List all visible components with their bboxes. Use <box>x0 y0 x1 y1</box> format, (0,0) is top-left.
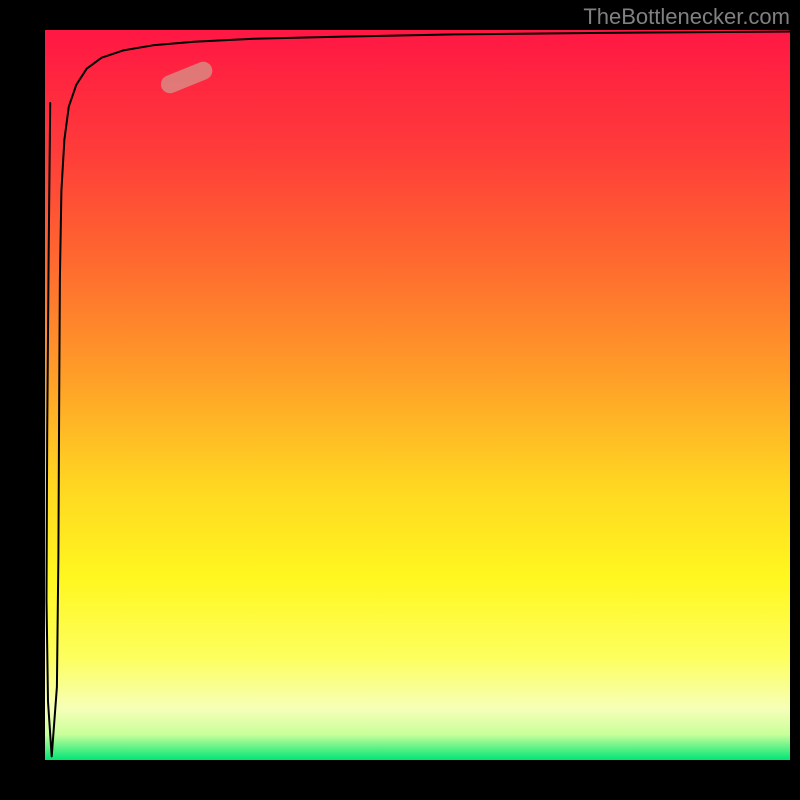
highlight-pill <box>158 59 215 96</box>
attribution-text[interactable]: TheBottlenecker.com <box>583 4 790 30</box>
chart-container: TheBottlenecker.com <box>0 0 800 800</box>
curve-group <box>47 32 791 757</box>
plot-area <box>45 30 790 760</box>
curve-layer <box>45 30 790 760</box>
marker-group <box>158 59 215 96</box>
main-curve-path <box>47 32 791 757</box>
